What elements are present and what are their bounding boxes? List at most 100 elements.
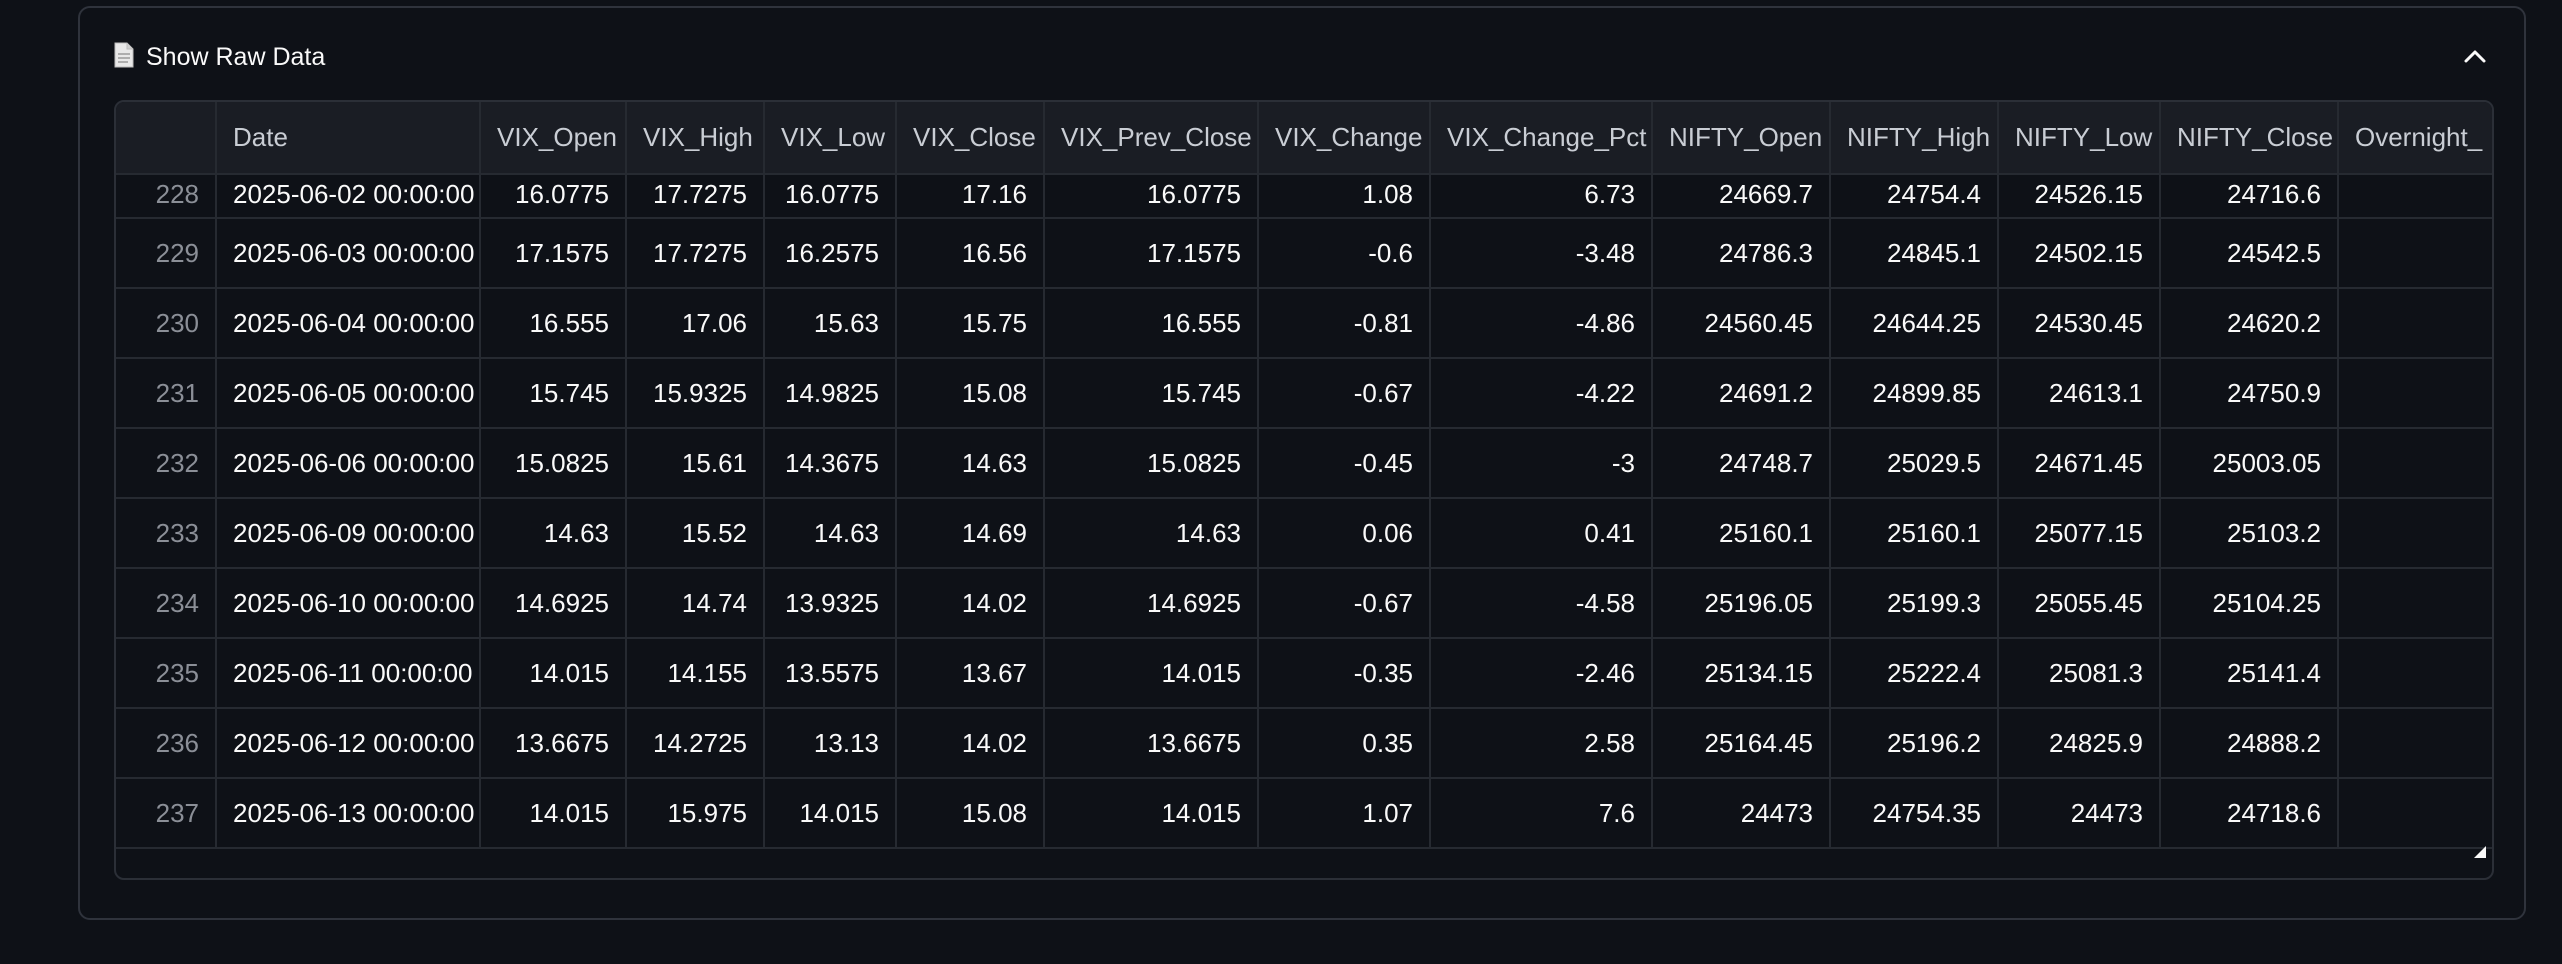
table-cell[interactable]: 24825.9 bbox=[1998, 708, 2161, 779]
table-cell[interactable]: 25141.4 bbox=[2160, 638, 2339, 709]
table-cell[interactable]: 15.61 bbox=[626, 428, 765, 499]
table-cell[interactable]: 14.015 bbox=[1044, 638, 1259, 709]
table-cell[interactable]: -4.86 bbox=[1430, 288, 1653, 359]
table-cell[interactable]: -0.67 bbox=[1258, 568, 1431, 639]
table-cell[interactable]: -0.6 bbox=[1258, 218, 1431, 289]
column-header-index[interactable] bbox=[116, 102, 217, 175]
table-cell[interactable]: 25160.1 bbox=[1830, 498, 1999, 569]
table-cell[interactable] bbox=[2338, 708, 2492, 779]
table-cell[interactable]: 13.9325 bbox=[764, 568, 897, 639]
row-index-cell[interactable]: 237 bbox=[116, 778, 217, 849]
table-cell[interactable]: 24691.2 bbox=[1652, 358, 1831, 429]
table-cell[interactable]: 15.08 bbox=[896, 778, 1045, 849]
table-cell[interactable]: 25134.15 bbox=[1652, 638, 1831, 709]
table-cell[interactable]: 16.2575 bbox=[764, 218, 897, 289]
table-cell[interactable]: 14.3675 bbox=[764, 428, 897, 499]
table-cell[interactable]: 16.0775 bbox=[480, 174, 627, 219]
table-cell[interactable]: 0.41 bbox=[1430, 498, 1653, 569]
row-index-cell[interactable]: 231 bbox=[116, 358, 217, 429]
table-cell[interactable]: 16.555 bbox=[1044, 288, 1259, 359]
row-index-cell[interactable]: 233 bbox=[116, 498, 217, 569]
table-cell[interactable]: 2025-06-05 00:00:00 bbox=[216, 358, 481, 429]
table-cell[interactable]: 15.9325 bbox=[626, 358, 765, 429]
table-cell[interactable]: 25029.5 bbox=[1830, 428, 1999, 499]
table-cell[interactable]: 24669.7 bbox=[1652, 174, 1831, 219]
table-cell[interactable]: 13.6675 bbox=[1044, 708, 1259, 779]
table-cell[interactable]: 14.6925 bbox=[480, 568, 627, 639]
table-cell[interactable]: 15.52 bbox=[626, 498, 765, 569]
table-cell[interactable]: 15.75 bbox=[896, 288, 1045, 359]
table-cell[interactable]: 14.63 bbox=[480, 498, 627, 569]
table-cell[interactable]: 16.56 bbox=[896, 218, 1045, 289]
table-cell[interactable]: 16.0775 bbox=[764, 174, 897, 219]
table-cell[interactable]: 14.015 bbox=[1044, 778, 1259, 849]
column-header-vix-high[interactable]: VIX_High bbox=[626, 102, 765, 175]
table-cell[interactable]: 17.1575 bbox=[1044, 218, 1259, 289]
table-cell[interactable]: 15.0825 bbox=[480, 428, 627, 499]
column-header-vix-open[interactable]: VIX_Open bbox=[480, 102, 627, 175]
row-index-cell[interactable]: 230 bbox=[116, 288, 217, 359]
table-cell[interactable]: 17.7275 bbox=[626, 174, 765, 219]
table-cell[interactable]: 24786.3 bbox=[1652, 218, 1831, 289]
table-cell[interactable]: 24473 bbox=[1998, 778, 2161, 849]
column-header-vix-low[interactable]: VIX_Low bbox=[764, 102, 897, 175]
table-cell[interactable]: 2025-06-11 00:00:00 bbox=[216, 638, 481, 709]
table-cell[interactable]: 1.07 bbox=[1258, 778, 1431, 849]
table-cell[interactable]: 14.69 bbox=[896, 498, 1045, 569]
table-cell[interactable]: 14.2725 bbox=[626, 708, 765, 779]
table-cell[interactable]: 14.63 bbox=[1044, 498, 1259, 569]
column-header-overnight-[interactable]: Overnight_ bbox=[2338, 102, 2492, 175]
table-cell[interactable]: 17.16 bbox=[896, 174, 1045, 219]
table-cell[interactable]: 15.08 bbox=[896, 358, 1045, 429]
table-cell[interactable]: 25222.4 bbox=[1830, 638, 1999, 709]
table-cell[interactable]: 17.1575 bbox=[480, 218, 627, 289]
resize-handle[interactable] bbox=[2474, 846, 2486, 858]
table-row[interactable]: 233 2025-06-09 00:00:00 14.63 15.52 14.63 14.… bbox=[116, 498, 2492, 569]
table-cell[interactable]: 25055.45 bbox=[1998, 568, 2161, 639]
table-cell[interactable]: -3.48 bbox=[1430, 218, 1653, 289]
table-cell[interactable] bbox=[2338, 288, 2492, 359]
column-header-nifty-close[interactable]: NIFTY_Close bbox=[2160, 102, 2339, 175]
table-cell[interactable]: 24888.2 bbox=[2160, 708, 2339, 779]
column-header-nifty-high[interactable]: NIFTY_High bbox=[1830, 102, 1999, 175]
table-cell[interactable]: 15.63 bbox=[764, 288, 897, 359]
table-row[interactable]: 235 2025-06-11 00:00:00 14.015 14.155 13.557… bbox=[116, 638, 2492, 709]
table-cell[interactable]: 13.6675 bbox=[480, 708, 627, 779]
table-cell[interactable]: 2025-06-13 00:00:00 bbox=[216, 778, 481, 849]
chevron-up-icon[interactable] bbox=[2462, 44, 2488, 68]
table-cell[interactable] bbox=[2338, 358, 2492, 429]
table-cell[interactable]: 24754.4 bbox=[1830, 174, 1999, 219]
table-cell[interactable]: 25199.3 bbox=[1830, 568, 1999, 639]
table-cell[interactable] bbox=[2338, 638, 2492, 709]
table-cell[interactable]: 24526.15 bbox=[1998, 174, 2161, 219]
table-cell[interactable]: 24716.6 bbox=[2160, 174, 2339, 219]
table-cell[interactable]: 24530.45 bbox=[1998, 288, 2161, 359]
table-cell[interactable]: 15.745 bbox=[480, 358, 627, 429]
table-cell[interactable]: 13.5575 bbox=[764, 638, 897, 709]
row-index-cell[interactable]: 234 bbox=[116, 568, 217, 639]
table-cell[interactable]: 24644.25 bbox=[1830, 288, 1999, 359]
table-cell[interactable]: -0.81 bbox=[1258, 288, 1431, 359]
table-cell[interactable]: 24718.6 bbox=[2160, 778, 2339, 849]
table-cell[interactable]: -4.22 bbox=[1430, 358, 1653, 429]
table-cell[interactable]: 14.015 bbox=[480, 638, 627, 709]
table-cell[interactable]: 16.555 bbox=[480, 288, 627, 359]
table-cell[interactable]: 25103.2 bbox=[2160, 498, 2339, 569]
table-cell[interactable] bbox=[2338, 778, 2492, 849]
table-cell[interactable]: 2025-06-10 00:00:00 bbox=[216, 568, 481, 639]
table-cell[interactable]: 24748.7 bbox=[1652, 428, 1831, 499]
row-index-cell[interactable]: 228 bbox=[116, 174, 217, 219]
table-cell[interactable]: 17.06 bbox=[626, 288, 765, 359]
table-cell[interactable]: 14.9825 bbox=[764, 358, 897, 429]
table-cell[interactable]: 6.73 bbox=[1430, 174, 1653, 219]
table-cell[interactable]: 25160.1 bbox=[1652, 498, 1831, 569]
table-cell[interactable]: -3 bbox=[1430, 428, 1653, 499]
row-index-cell[interactable]: 236 bbox=[116, 708, 217, 779]
table-cell[interactable]: -0.67 bbox=[1258, 358, 1431, 429]
table-cell[interactable]: 15.975 bbox=[626, 778, 765, 849]
table-cell[interactable]: 14.02 bbox=[896, 568, 1045, 639]
table-row[interactable]: 230 2025-06-04 00:00:00 16.555 17.06 15.63 15… bbox=[116, 288, 2492, 359]
table-cell[interactable]: 17.7275 bbox=[626, 218, 765, 289]
table-cell[interactable]: 24613.1 bbox=[1998, 358, 2161, 429]
table-cell[interactable]: -4.58 bbox=[1430, 568, 1653, 639]
